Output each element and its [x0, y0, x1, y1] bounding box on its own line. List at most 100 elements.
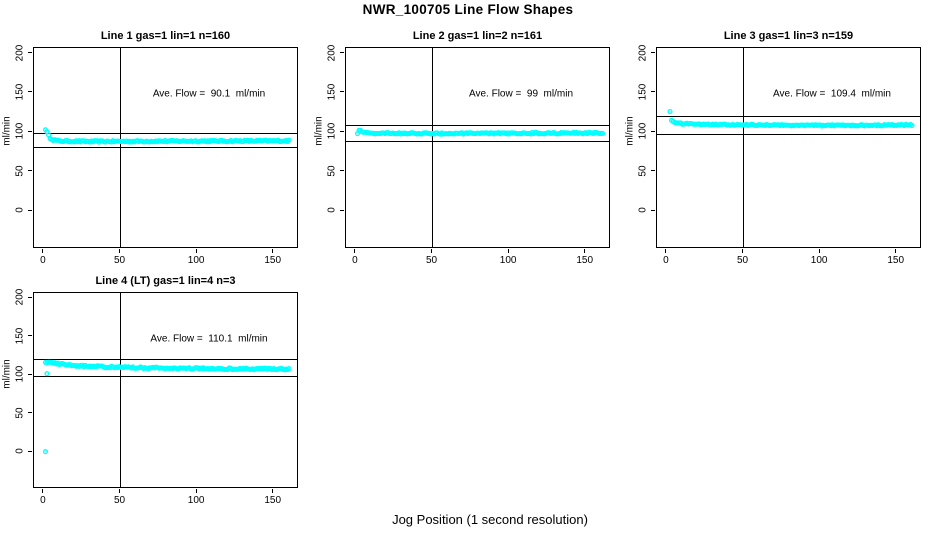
y-axis-label: ml/min [624, 116, 636, 147]
scatter-points [354, 127, 606, 137]
x-tick-label: 100 [187, 255, 205, 266]
x-tick-label: 0 [40, 495, 46, 506]
panel-line-1: Line 1 gas=1 lin=1 n=160 Ave. Flow = 90.… [2, 30, 298, 266]
y-tick-mark [340, 130, 344, 132]
y-tick-mark [651, 91, 655, 93]
x-tick-label: 150 [264, 255, 282, 266]
y-tick-mark [28, 335, 32, 337]
x-tick-mark [431, 249, 433, 253]
y-tick-label: 200 [326, 44, 338, 61]
y-tick-label: 150 [14, 83, 26, 101]
x-axis-label: Jog Position (1 second resolution) [392, 512, 588, 527]
x-tick-mark [42, 489, 44, 493]
y-tick-mark [651, 209, 655, 211]
y-tick-mark [340, 170, 344, 172]
y-axis-label: ml/min [1, 359, 13, 389]
y-tick-mark [28, 170, 32, 172]
x-tick-label: 100 [810, 255, 828, 266]
x-tick-mark [584, 249, 586, 253]
y-tick-label: 100 [14, 365, 26, 383]
y-axis-label: ml/min [313, 116, 325, 147]
y-tick-mark [340, 52, 344, 54]
x-tick-mark [665, 249, 667, 253]
ave-flow-annotation: Ave. Flow = 99 ml/min [468, 88, 574, 100]
panel-title: Line 1 gas=1 lin=1 n=160 [100, 30, 231, 42]
y-tick-label: 200 [14, 44, 26, 61]
scatter-points [42, 359, 292, 455]
panel-line-3: Line 3 gas=1 lin=3 n=159 Ave. Flow = 109… [625, 30, 921, 266]
x-tick-mark [354, 249, 356, 253]
upper-tolerance-line [657, 116, 920, 118]
upper-tolerance-line [346, 125, 609, 127]
y-tick-label: 200 [14, 289, 26, 306]
x-tick-label: 0 [40, 255, 46, 266]
ave-flow-annotation: Ave. Flow = 109.4 ml/min [773, 88, 891, 100]
x-tick-label: 50 [113, 255, 126, 266]
panel-line-2: Line 2 gas=1 lin=2 n=161 Ave. Flow = 99 … [314, 30, 610, 266]
upper-tolerance-line [34, 359, 297, 361]
y-tick-label: 100 [14, 122, 26, 140]
y-tick-label: 50 [637, 165, 649, 177]
y-axis-label: ml/min [1, 116, 13, 147]
y-tick-label: 150 [637, 83, 649, 101]
y-tick-label: 100 [637, 122, 649, 140]
x-tick-mark [272, 489, 274, 493]
panel-title: Line 4 (LT) gas=1 lin=4 n=3 [95, 275, 236, 287]
panel-title: Line 3 gas=1 lin=3 n=159 [723, 30, 854, 42]
scatter-points [42, 127, 292, 145]
lower-tolerance-line [34, 147, 297, 149]
x-tick-label: 0 [663, 255, 669, 266]
lower-tolerance-line [34, 375, 297, 377]
scatter-points [667, 108, 915, 129]
x-tick-label: 50 [736, 255, 749, 266]
lower-tolerance-line [657, 133, 920, 135]
x-tick-label: 150 [887, 255, 905, 266]
x-tick-mark [195, 249, 197, 253]
y-tick-label: 150 [14, 327, 26, 345]
x-tick-label: 100 [499, 255, 517, 266]
x-tick-label: 50 [425, 255, 438, 266]
x-tick-mark [818, 249, 820, 253]
plot-box: Ave. Flow = 110.1 ml/min [33, 292, 298, 488]
vertical-reference-line [432, 48, 434, 247]
x-tick-mark [195, 489, 197, 493]
vertical-reference-line [743, 48, 745, 247]
x-tick-label: 150 [264, 495, 282, 506]
y-tick-label: 0 [637, 207, 649, 213]
y-tick-mark [651, 130, 655, 132]
y-tick-label: 0 [326, 207, 338, 213]
y-tick-label: 0 [14, 207, 26, 213]
y-tick-label: 50 [14, 165, 26, 177]
y-tick-label: 50 [326, 165, 338, 177]
y-tick-mark [28, 209, 32, 211]
vertical-reference-line [120, 293, 122, 487]
y-tick-label: 100 [326, 122, 338, 140]
y-tick-mark [28, 91, 32, 93]
y-tick-mark [651, 52, 655, 54]
panel-line-4: Line 4 (LT) gas=1 lin=4 n=3 Ave. Flow = … [2, 275, 298, 506]
x-tick-label: 0 [352, 255, 358, 266]
y-tick-mark [651, 170, 655, 172]
y-tick-label: 50 [14, 407, 26, 419]
x-tick-mark [507, 249, 509, 253]
x-tick-label: 150 [576, 255, 594, 266]
y-tick-mark [28, 412, 32, 414]
plot-box: Ave. Flow = 109.4 ml/min [656, 47, 921, 248]
y-tick-mark [28, 52, 32, 54]
y-tick-mark [28, 130, 32, 132]
y-tick-label: 0 [14, 448, 26, 454]
y-tick-mark [340, 209, 344, 211]
x-tick-mark [272, 249, 274, 253]
lower-tolerance-line [346, 140, 609, 142]
ave-flow-annotation: Ave. Flow = 110.1 ml/min [150, 333, 268, 345]
y-tick-label: 200 [637, 44, 649, 61]
y-tick-label: 150 [326, 83, 338, 101]
x-tick-label: 50 [113, 495, 126, 506]
upper-tolerance-line [34, 133, 297, 135]
y-tick-mark [28, 450, 32, 452]
x-tick-mark [119, 489, 121, 493]
x-tick-mark [742, 249, 744, 253]
x-tick-mark [895, 249, 897, 253]
plot-box: Ave. Flow = 90.1 ml/min [33, 47, 298, 248]
